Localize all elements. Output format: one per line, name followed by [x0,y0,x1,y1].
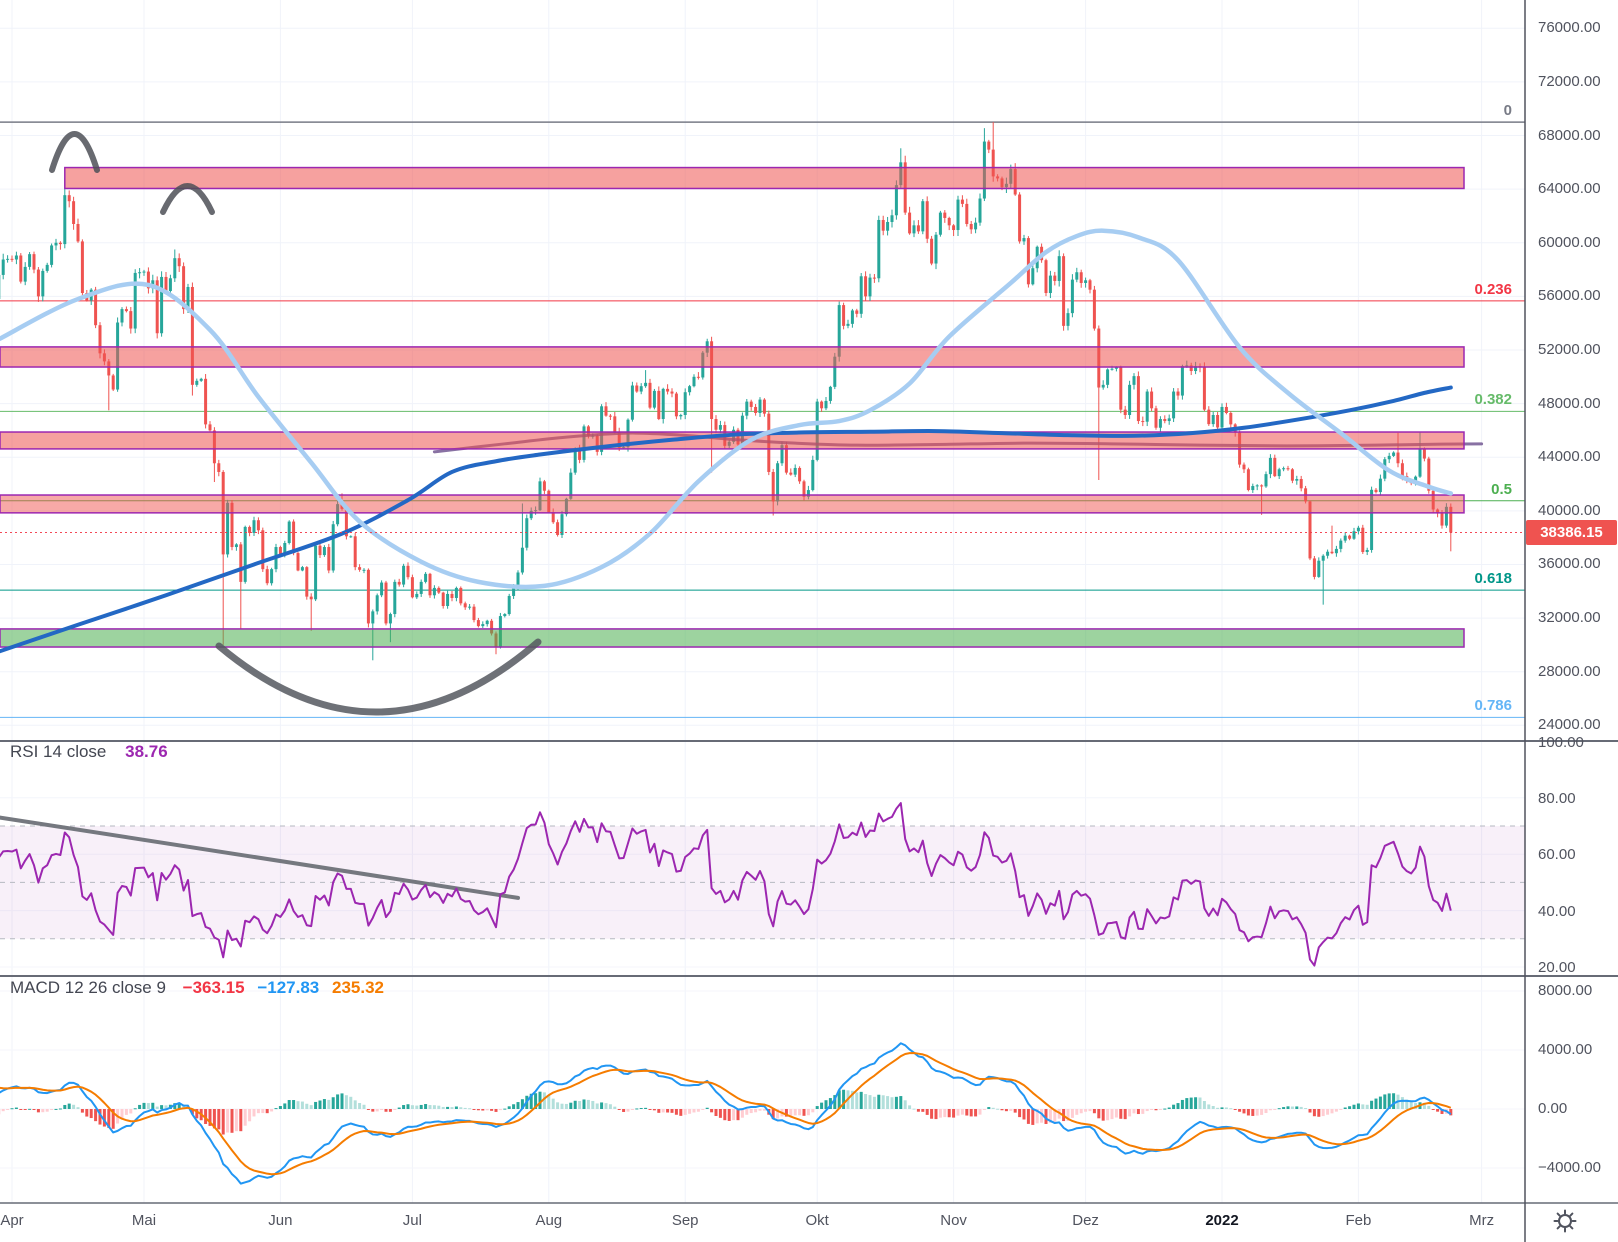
price-tick-label: 60000.00 [1538,233,1601,251]
time-axis-label-Mai: Mai [131,1212,157,1229]
time-axis-label-Apr: Apr [0,1212,24,1229]
price-tick-label: 32000.00 [1538,609,1601,627]
rsi-tick-label: 40.00 [1538,902,1576,920]
rsi-band [0,825,1525,940]
price-tick-label: 24000.00 [1538,716,1601,734]
price-tick-label: 68000.00 [1538,126,1601,144]
price-tick-label: 48000.00 [1538,394,1601,412]
time-axis-label-Jun: Jun [268,1212,293,1229]
candles [0,122,1453,661]
time-axis-label-Mrz: Mrz [1469,1212,1495,1229]
price-tick-label: 52000.00 [1538,340,1601,358]
time-axis-label-Okt: Okt [805,1212,829,1229]
price-tick-label: 40000.00 [1538,501,1601,519]
supply-demand-zones [0,166,1465,648]
ma-fast-line [0,228,1454,590]
time-axis-label-Sep: Sep [671,1212,699,1229]
price-tick-label: 36000.00 [1538,555,1601,573]
rsi-tick-label: 100.00 [1538,734,1584,751]
ma-slow-line [0,385,1453,654]
macd-tick-label: 8000.00 [1538,982,1593,999]
price-tick-label: 28000.00 [1538,662,1601,680]
hand-drawings [0,131,542,900]
time-axis-label-Jul: Jul [402,1212,422,1229]
time-axis-label-Nov: Nov [940,1212,967,1229]
rsi-line [0,802,1452,967]
macd-tick-label: −4000.00 [1538,1159,1601,1176]
rsi-tick-label: 60.00 [1538,846,1576,864]
time-axis-label-Dez: Dez [1072,1212,1099,1229]
rsi-tick-label: 80.00 [1538,789,1576,807]
price-tick-label: 76000.00 [1538,19,1601,37]
time-axis-label-Feb: Feb [1345,1212,1372,1229]
price-tick-label: 56000.00 [1538,287,1601,305]
price-tick-label: 64000.00 [1538,180,1601,198]
macd-tick-label: 0.00 [1538,1100,1568,1117]
price-tick-label: 44000.00 [1538,448,1601,466]
time-axis-label-2022: 2022 [1205,1212,1239,1229]
price-tick-label: 72000.00 [1538,72,1601,90]
time-axis-label-Aug: Aug [535,1212,563,1229]
macd-lines [0,1042,1452,1185]
rsi-tick-label: 20.00 [1538,959,1576,976]
settings-icon[interactable] [1551,1207,1579,1235]
macd-tick-label: 4000.00 [1538,1041,1593,1058]
